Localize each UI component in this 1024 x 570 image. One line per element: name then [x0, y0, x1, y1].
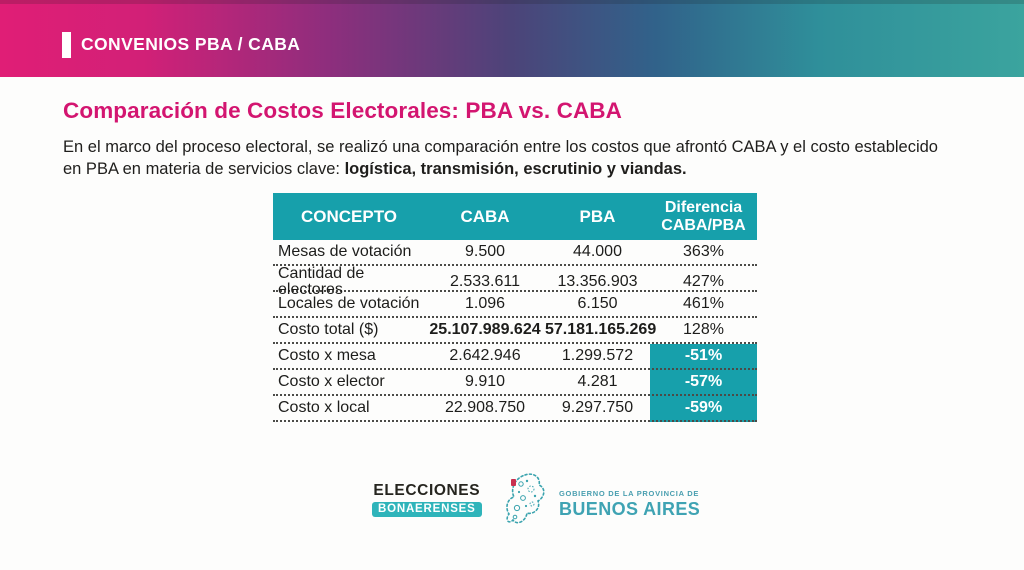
cell-caba: 1.096 — [464, 295, 506, 312]
banner: CONVENIOS PBA / CABA — [0, 0, 1024, 77]
cell-diferencia-highlight: -59% — [684, 399, 723, 416]
cell-concepto: Costo x mesa — [278, 347, 376, 364]
cell-diferencia: 461% — [683, 295, 724, 312]
cell-pba: 4.281 — [577, 373, 618, 390]
cell-concepto: Costo total ($) — [278, 321, 379, 338]
table-body: Mesas de votación 9.500 44.000 363% Cant… — [273, 240, 757, 422]
gobierno-buenos-aires-logo: GOBIERNO DE LA PROVINCIA DE BUENOS AIRES — [503, 472, 700, 530]
cell-concepto: Costo x elector — [278, 373, 385, 390]
cost-comparison-table: CONCEPTO CABA PBA Diferencia CABA/PBA Me… — [273, 193, 757, 422]
intro-text-regular: En el marco del proceso electoral, se re… — [63, 138, 938, 178]
cell-pba: 57.181.165.269 — [545, 321, 657, 338]
cell-caba: 9.500 — [464, 243, 506, 260]
cell-caba: 2.642.946 — [449, 347, 521, 364]
footer: ELECCIONES BONAERENSES GOBIERNO DE LA PR… — [0, 470, 1024, 540]
table-row: Costo total ($) 25.107.989.624 57.181.16… — [273, 318, 757, 344]
table-row: Costo x mesa 2.642.946 1.299.572 -51% — [273, 344, 757, 370]
cell-pba: 13.356.903 — [557, 273, 638, 290]
table-row: Costo x local 22.908.750 9.297.750 -59% — [273, 396, 757, 422]
cell-diferencia-highlight: -51% — [684, 347, 723, 364]
cell-concepto: Costo x local — [278, 399, 370, 416]
cell-concepto: Cantidad de electores — [278, 265, 365, 298]
cell-caba: 2.533.611 — [450, 273, 520, 290]
intro-text: En el marco del proceso electoral, se re… — [63, 136, 948, 180]
elecciones-logo-text: ELECCIONES — [373, 482, 481, 499]
header-cell-caba: CABA — [460, 206, 510, 226]
table-row: Cantidad de electores 2.533.611 13.356.9… — [273, 266, 757, 298]
header-cell-diferencia: Diferencia CABA/PBA — [661, 198, 746, 234]
gobierno-logo-text: GOBIERNO DE LA PROVINCIA DE BUENOS AIRES — [559, 483, 700, 520]
gobierno-logo-line2: BUENOS AIRES — [559, 498, 701, 519]
page-title: Comparación de Costos Electorales: PBA v… — [63, 98, 623, 123]
buenos-aires-province-doodle-icon — [506, 473, 545, 524]
table-row: Costo x elector 9.910 4.281 -57% — [273, 370, 757, 396]
cell-pba: 44.000 — [573, 243, 622, 260]
diff-highlight-block — [650, 344, 757, 422]
cell-diferencia: 128% — [683, 321, 724, 338]
cell-diferencia-highlight: -57% — [684, 373, 723, 390]
gobierno-logo-line1: GOBIERNO DE LA PROVINCIA DE — [559, 488, 700, 498]
header-cell-pba: PBA — [579, 206, 616, 226]
banner-title: CONVENIOS PBA / CABA — [81, 34, 301, 54]
cell-diferencia: 363% — [683, 243, 724, 260]
cell-diferencia: 427% — [683, 273, 724, 290]
elecciones-bonaerenses-logo: ELECCIONES BONAERENSES — [372, 482, 482, 517]
banner-accent-bar — [62, 31, 71, 58]
cell-pba: 9.297.750 — [561, 399, 634, 416]
bonaerenses-badge: BONAERENSES — [372, 502, 482, 517]
cell-caba: 25.107.989.624 — [429, 321, 541, 338]
cell-pba: 1.299.572 — [561, 347, 634, 364]
cell-caba: 22.908.750 — [444, 399, 526, 416]
cell-pba: 6.150 — [577, 295, 618, 312]
cell-concepto: Mesas de votación — [278, 243, 412, 260]
table-row: Locales de votación 1.096 6.150 461% — [273, 292, 757, 318]
intro-text-bold: logística, transmisión, escrutinio y via… — [344, 160, 687, 178]
cell-concepto: Locales de votación — [278, 295, 420, 312]
table-header-row: CONCEPTO CABA PBA Diferencia CABA/PBA — [273, 193, 757, 240]
table-row: Mesas de votación 9.500 44.000 363% — [273, 240, 757, 266]
header-cell-concepto: CONCEPTO — [300, 206, 398, 226]
cell-caba: 9.910 — [464, 373, 506, 390]
